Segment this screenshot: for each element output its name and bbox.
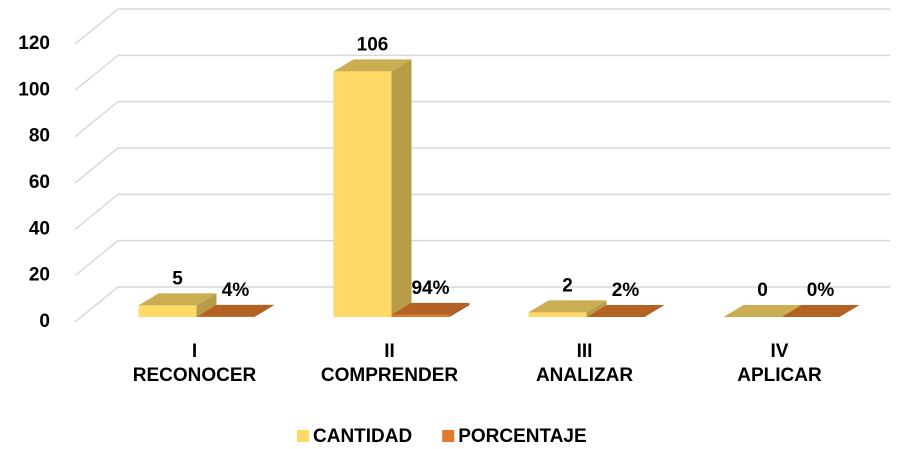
grid-line [74,100,890,138]
x-tick-label: I RECONOCER [132,341,257,386]
data-label: 106 [357,34,389,55]
bar-top [138,293,217,306]
legend-swatch [442,430,455,442]
grid-line [74,286,890,323]
bar-top [528,300,607,313]
y-tick-label: 100 [18,79,50,100]
x-tick-label: IV APLICAR [737,341,822,386]
y-tick-label: 20 [29,265,50,286]
data-label: 0 [757,280,768,301]
legend-label: PORCENTAJE [458,426,586,447]
legend-label: CANTIDAD [313,426,412,447]
bar-side [254,304,275,317]
x-tick-label: III ANALIZAR [535,341,634,386]
x-tick-label: II COMPRENDER [320,341,459,386]
data-label: 2% [612,280,640,301]
grid-line [74,147,890,184]
bar-top [586,304,665,317]
bar-top [333,59,412,72]
data-label: 0% [807,280,835,301]
bar-top [391,302,470,315]
data-label: 5 [172,268,183,289]
bar-top [723,305,802,317]
bar-side [391,59,412,317]
bar-side [449,302,470,317]
legend-swatch [297,430,309,442]
data-label: 2 [562,275,573,296]
bar [528,312,587,317]
bar-side [196,293,217,317]
y-tick-label: 120 [18,33,50,54]
bar-side [586,300,607,317]
bar-side [644,304,665,317]
grid-line [74,54,890,91]
data-label: 94% [411,278,449,299]
bar [138,305,197,317]
y-tick-label: 80 [29,126,50,147]
grid-line [74,239,890,277]
y-tick-label: 0 [39,311,50,332]
y-tick-label: 60 [29,172,50,193]
bar [391,314,450,317]
bar-top [781,305,860,317]
bar-top [196,304,275,317]
data-label: 4% [222,280,250,301]
grid-line [74,8,890,45]
y-tick-label: 40 [29,218,50,239]
bar [333,71,392,317]
grid-line [74,193,890,230]
